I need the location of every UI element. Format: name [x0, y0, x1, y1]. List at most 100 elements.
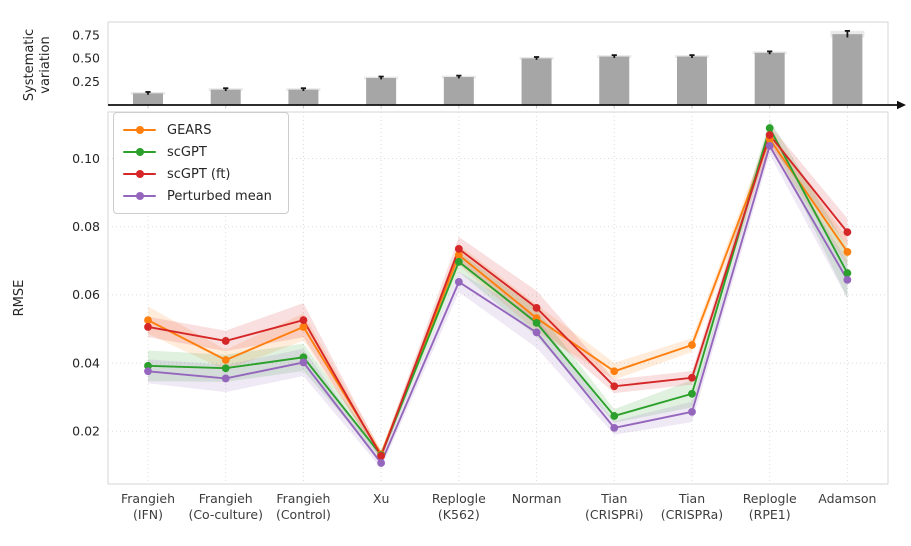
legend-label-perturbed-mean: Perturbed mean: [167, 188, 272, 204]
confidence-band: [148, 137, 848, 469]
top-y-tick-label: 0.75: [72, 27, 100, 42]
x-tick-label: Adamson: [818, 491, 876, 506]
top-y-tick-label: 0.50: [72, 51, 100, 66]
x-tick-label-line2: (RPE1): [749, 507, 791, 522]
data-point: [688, 389, 696, 398]
data-point: [688, 373, 696, 382]
bar: [443, 77, 474, 105]
data-point: [144, 361, 152, 370]
rmse-y-axis-label: RMSE: [12, 279, 27, 317]
data-point: [843, 228, 852, 237]
legend: GEARS scGPT scGPT (ft) Perturbed mean: [113, 112, 289, 214]
data-point: [299, 316, 308, 325]
series-points: [144, 131, 852, 460]
data-point: [221, 356, 230, 364]
perturbed-mean-line-marker-icon: [123, 191, 156, 201]
series-line: [147, 137, 849, 457]
x-tick-label-line2: (IFN): [133, 507, 163, 522]
data-point: [765, 131, 774, 139]
data-point: [843, 248, 852, 256]
x-tick-label-line2: (CRISPRa): [661, 507, 723, 522]
bar: [676, 56, 707, 105]
bar: [754, 52, 785, 105]
legend-item-perturbed-mean: Perturbed mean: [123, 185, 272, 207]
data-point: [610, 367, 619, 376]
legend-label-gears: GEARS: [167, 122, 212, 138]
rmse-y-tick-label: 0.04: [72, 355, 100, 370]
bar: [288, 89, 319, 105]
series-points: [144, 141, 852, 467]
data-point: [532, 328, 541, 337]
x-tick-label: Replogle: [432, 491, 486, 506]
rmse-y-tick-label: 0.08: [72, 219, 100, 234]
top-y-axis-label-line1: Systematic: [22, 28, 37, 102]
data-point: [610, 382, 619, 391]
data-point: [532, 318, 541, 327]
systematic-variation-bars: [131, 30, 865, 109]
legend-label-scgpt: scGPT: [167, 144, 207, 160]
top-y-axis-label: Systematic variation: [22, 1, 54, 129]
bar: [366, 77, 397, 105]
legend-label-scgpt-ft: scGPT (ft): [167, 166, 231, 182]
series-line: [147, 132, 849, 459]
bar: [521, 58, 552, 105]
top-y-tick-label: 0.25: [72, 74, 100, 89]
bar: [133, 93, 163, 105]
legend-item-scgpt: scGPT: [123, 141, 272, 163]
legend-item-scgpt-ft: scGPT (ft): [123, 163, 272, 185]
rmse-y-tick-label: 0.10: [72, 151, 100, 166]
x-tick-label-line2: (K562): [438, 507, 480, 522]
data-point: [688, 407, 696, 416]
x-tick-label-line2: (Co-culture): [188, 507, 263, 522]
data-point: [454, 257, 463, 266]
x-tick-label: Tian: [600, 491, 627, 506]
data-point: [299, 358, 308, 367]
series-line: [147, 125, 849, 458]
rmse-y-tick-label: 0.06: [72, 287, 100, 302]
data-point: [532, 303, 541, 312]
top-y-axis-label-line2: variation: [37, 36, 53, 94]
x-tick-label: Norman: [512, 491, 562, 506]
x-tick-label: Tian: [678, 491, 705, 506]
data-point: [454, 251, 463, 259]
data-point: [843, 275, 852, 284]
data-point: [688, 341, 696, 349]
data-point: [765, 124, 774, 133]
data-point: [221, 374, 230, 383]
data-point: [221, 337, 230, 345]
data-point: [610, 423, 619, 432]
x-tick-label: Replogle: [743, 491, 797, 506]
x-tick-label: Frangieh: [121, 491, 175, 506]
scgpt-line-marker-icon: [123, 147, 156, 157]
data-point: [299, 323, 308, 331]
x-tick-label: Frangieh: [199, 491, 253, 506]
x-tick-label-line2: (CRISPRi): [585, 507, 643, 522]
scgpt-ft-line-marker-icon: [123, 169, 156, 179]
x-tick-label: Frangieh: [276, 491, 330, 506]
confidence-band: [148, 119, 848, 460]
data-point: [843, 269, 852, 277]
data-point: [454, 278, 463, 286]
rmse-y-tick-label: 0.02: [72, 424, 100, 439]
data-point: [221, 364, 230, 373]
series-line: [147, 143, 849, 465]
data-point: [454, 244, 463, 253]
data-point: [377, 451, 386, 460]
data-point: [765, 141, 774, 150]
data-point: [144, 323, 152, 331]
x-axis-arrow-icon: [897, 100, 906, 110]
bar: [832, 34, 863, 105]
x-tick-label-line2: (Control): [276, 507, 331, 522]
data-point: [144, 367, 152, 376]
gears-line-marker-icon: [123, 125, 156, 135]
legend-item-gears: GEARS: [123, 119, 272, 141]
data-point: [377, 459, 386, 467]
rmse-panel-border: [107, 111, 889, 485]
bar: [599, 56, 630, 105]
data-point: [610, 412, 619, 420]
confidence-band: [148, 130, 848, 459]
x-tick-label: Xu: [373, 491, 390, 506]
data-point: [144, 316, 152, 325]
